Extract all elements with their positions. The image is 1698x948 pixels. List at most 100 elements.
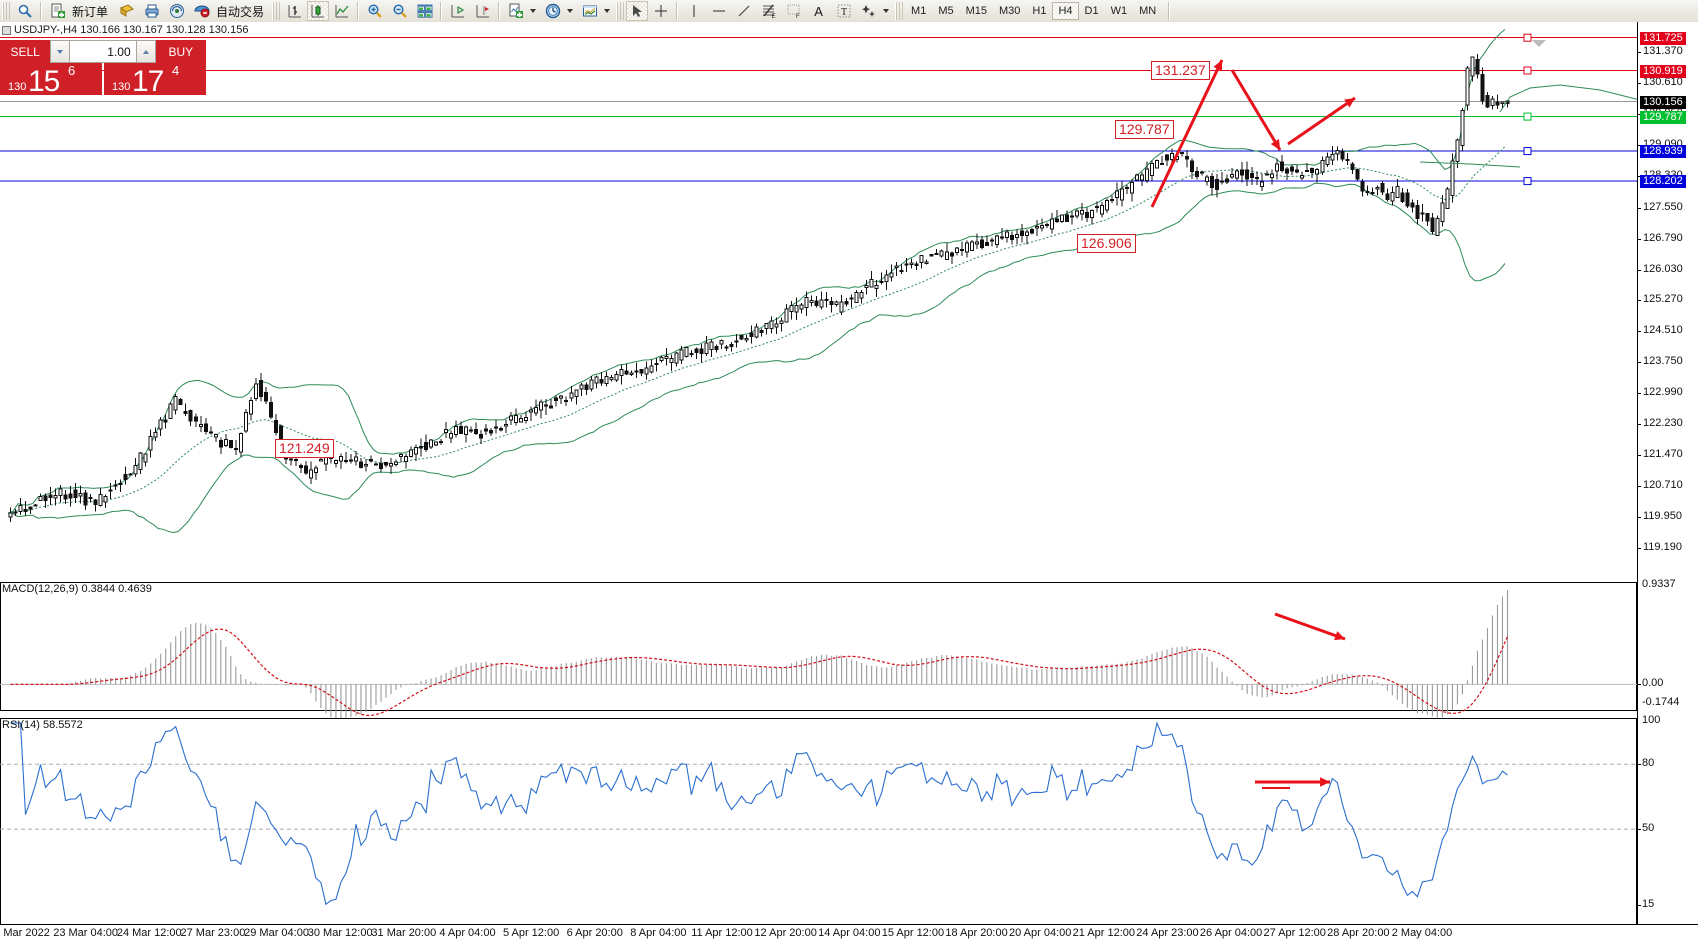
vertical-line-icon[interactable] xyxy=(681,1,706,21)
time-tick-label: 20 Apr 04:00 xyxy=(1008,927,1072,939)
rsi-tick-label: 15 xyxy=(1642,897,1655,910)
toolbar-grip-4[interactable] xyxy=(895,2,904,20)
time-tick-label: 27 Mar 23:00 xyxy=(180,927,246,939)
toolbar-separator-5 xyxy=(676,2,679,20)
timeframe-m15[interactable]: M15 xyxy=(965,5,987,17)
price-tick-label: 126.790 xyxy=(1643,231,1683,244)
price-level-label[interactable]: 128.939 xyxy=(1640,145,1686,159)
price-level-label[interactable]: 128.202 xyxy=(1640,175,1686,189)
timeframe-w1[interactable]: W1 xyxy=(1110,5,1128,17)
toolbar-separator-6 xyxy=(1168,2,1171,20)
broadcast-icon[interactable] xyxy=(164,1,189,21)
toolbar-grip[interactable] xyxy=(2,2,10,20)
print-icon[interactable] xyxy=(139,1,164,21)
toolbar-grip-2[interactable] xyxy=(272,2,281,20)
price-tag-131237[interactable]: 131.237 xyxy=(1151,61,1210,80)
new-order-icon[interactable] xyxy=(45,1,70,21)
templates-icon[interactable] xyxy=(577,1,602,21)
toolbar-separator xyxy=(40,2,42,20)
time-tick-label: 6 Apr 20:00 xyxy=(566,927,623,939)
price-level-label[interactable]: 130.919 xyxy=(1640,64,1686,78)
timeframe-m30[interactable]: M30 xyxy=(999,5,1021,17)
objects-dropdown-icon[interactable] xyxy=(883,9,890,13)
chart-window[interactable]: USDJPY-,H4 130.166 130.167 130.128 130.1… xyxy=(0,22,1698,948)
tile-windows-icon[interactable] xyxy=(412,1,437,21)
timeframe-m5[interactable]: M5 xyxy=(938,5,954,17)
chart-symbol-text: USDJPY-,H4 130.166 130.167 130.128 130.1… xyxy=(14,24,249,36)
sell-button[interactable]: SELL xyxy=(0,40,51,63)
period-clock-icon[interactable] xyxy=(540,1,565,21)
time-tick-label: 27 Apr 12:00 xyxy=(1263,927,1326,939)
autotrading-label[interactable]: 自动交易 xyxy=(216,4,265,19)
price-axis[interactable]: 131.370130.610129.850129.090128.330127.5… xyxy=(1637,22,1698,948)
candlestick-chart-icon[interactable] xyxy=(307,1,330,21)
sell-fraction: 6 xyxy=(68,63,76,78)
price-tick-label: 119.950 xyxy=(1643,509,1682,522)
rsi-tick-label: 100 xyxy=(1642,714,1661,726)
trendline-icon[interactable] xyxy=(731,1,756,21)
text-label-icon[interactable]: T xyxy=(831,1,856,21)
timeframe-d1[interactable]: D1 xyxy=(1084,5,1099,17)
time-tick-label: 2 Mar 2022 xyxy=(0,927,50,939)
fibo-channel-icon[interactable]: F xyxy=(781,1,806,21)
price-tag-126906[interactable]: 126.906 xyxy=(1077,234,1136,253)
sell-price-display[interactable]: 130 15 6 xyxy=(0,63,102,98)
time-tick-label: 28 Apr 20:00 xyxy=(1327,927,1390,939)
templates-dropdown-icon[interactable] xyxy=(604,9,611,13)
price-chart-canvas[interactable] xyxy=(0,22,1698,948)
price-level-label[interactable]: 130.156 xyxy=(1640,95,1686,109)
volume-input[interactable]: 1.00 xyxy=(70,40,136,63)
horizontal-line-icon[interactable] xyxy=(706,1,731,21)
price-level-label[interactable]: 129.787 xyxy=(1640,110,1686,124)
new-order-label[interactable]: 新订单 xyxy=(72,4,109,19)
zoom-in-icon[interactable] xyxy=(362,1,387,21)
timeframe-mn[interactable]: MN xyxy=(1139,5,1157,17)
autotrading-icon[interactable] xyxy=(189,1,214,21)
chart-shift-icon[interactable] xyxy=(445,1,470,21)
timeframe-h4[interactable]: H4 xyxy=(1052,2,1079,20)
search-icon[interactable] xyxy=(12,1,37,21)
price-tick-label: 122.230 xyxy=(1643,417,1683,430)
folder-icon[interactable] xyxy=(114,1,139,21)
chart-menu-icon[interactable] xyxy=(2,25,11,35)
price-tag-121249[interactable]: 121.249 xyxy=(275,439,334,458)
bar-chart-icon[interactable] xyxy=(282,1,307,21)
text-icon[interactable]: A xyxy=(814,3,823,19)
add-indicator-icon[interactable] xyxy=(503,1,528,21)
period-dropdown-icon[interactable] xyxy=(567,9,574,13)
objects-icon[interactable] xyxy=(856,1,881,21)
buy-price-display[interactable]: 130 17 4 xyxy=(104,63,206,98)
price-tag-129787[interactable]: 129.787 xyxy=(1115,120,1174,139)
chevron-down-icon xyxy=(57,49,64,54)
add-indicator-dropdown-icon[interactable] xyxy=(530,9,537,13)
buy-button[interactable]: BUY xyxy=(155,40,206,63)
cursor-icon[interactable] xyxy=(626,1,649,21)
price-tick-label: 119.190 xyxy=(1643,540,1682,553)
price-level-label[interactable]: 131.725 xyxy=(1640,31,1686,45)
svg-text:E: E xyxy=(771,14,775,19)
svg-text:T: T xyxy=(841,7,847,18)
one-click-trading-panel[interactable]: SELL 1.00 BUY 130 15 6 130 17 4 xyxy=(0,40,206,98)
toolbar-separator-3 xyxy=(440,2,443,20)
time-tick-label: 30 Mar 12:00 xyxy=(307,927,373,939)
fibonacci-icon[interactable]: E xyxy=(756,1,781,21)
auto-scroll-icon[interactable] xyxy=(470,1,495,21)
zoom-out-icon[interactable] xyxy=(387,1,412,21)
toolbar-grip-3[interactable] xyxy=(616,2,625,20)
volume-increment-button[interactable] xyxy=(135,40,156,63)
volume-decrement-button[interactable] xyxy=(50,40,71,63)
rsi-indicator-label: RSI(14) 58.5572 xyxy=(2,719,83,731)
price-tick-label: 120.710 xyxy=(1643,479,1683,492)
timeframe-group: M1 M5 M15 M30 H1 H4 D1 W1 MN xyxy=(905,2,1162,20)
rsi-tick-label: 80 xyxy=(1642,757,1655,770)
line-chart-icon[interactable] xyxy=(329,1,354,21)
price-tick-label: 126.030 xyxy=(1643,262,1683,275)
crosshair-icon[interactable] xyxy=(648,1,673,21)
time-tick-label: 5 Apr 12:00 xyxy=(502,927,560,939)
time-tick-label: 26 Apr 04:00 xyxy=(1199,927,1263,939)
timeframe-m1[interactable]: M1 xyxy=(911,5,927,17)
rsi-tick-label: 50 xyxy=(1642,822,1655,835)
timeframe-h1[interactable]: H1 xyxy=(1032,5,1047,17)
